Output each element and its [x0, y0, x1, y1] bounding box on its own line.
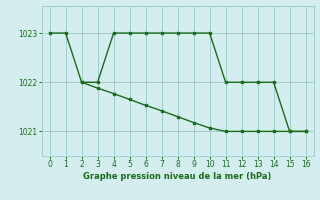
X-axis label: Graphe pression niveau de la mer (hPa): Graphe pression niveau de la mer (hPa): [84, 172, 272, 181]
